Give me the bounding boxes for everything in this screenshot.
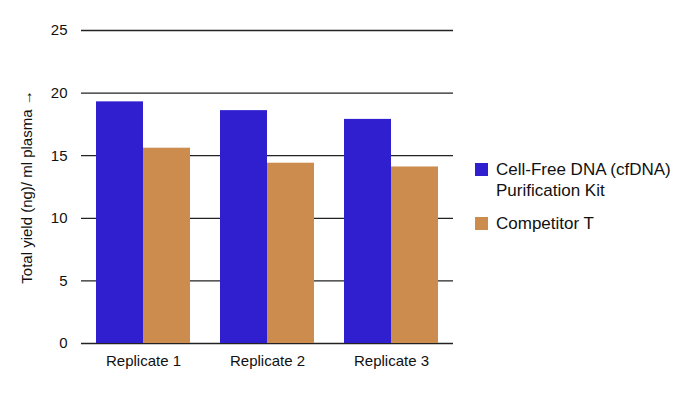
svg-text:0: 0 [59, 334, 67, 351]
html-text:Competitor T: Competitor T [496, 214, 594, 234]
svg-text:Replicate 2: Replicate 2 [230, 352, 305, 369]
svg-text:20: 20 [51, 84, 68, 101]
svg-text:Replicate 1: Replicate 1 [106, 352, 181, 369]
svg-text:15: 15 [51, 147, 68, 164]
svg-text:10: 10 [51, 209, 68, 226]
svg-text:25: 25 [51, 21, 68, 38]
svg-text:Total yield (ng)/ ml plasma →: Total yield (ng)/ ml plasma → [18, 90, 35, 283]
html-text:Cell-Free DNA (cfDNA) Purifica: Cell-Free DNA (cfDNA) Purification Kit [496, 159, 671, 200]
svg-text:5: 5 [59, 272, 67, 289]
svg-text:Replicate 3: Replicate 3 [354, 352, 429, 369]
